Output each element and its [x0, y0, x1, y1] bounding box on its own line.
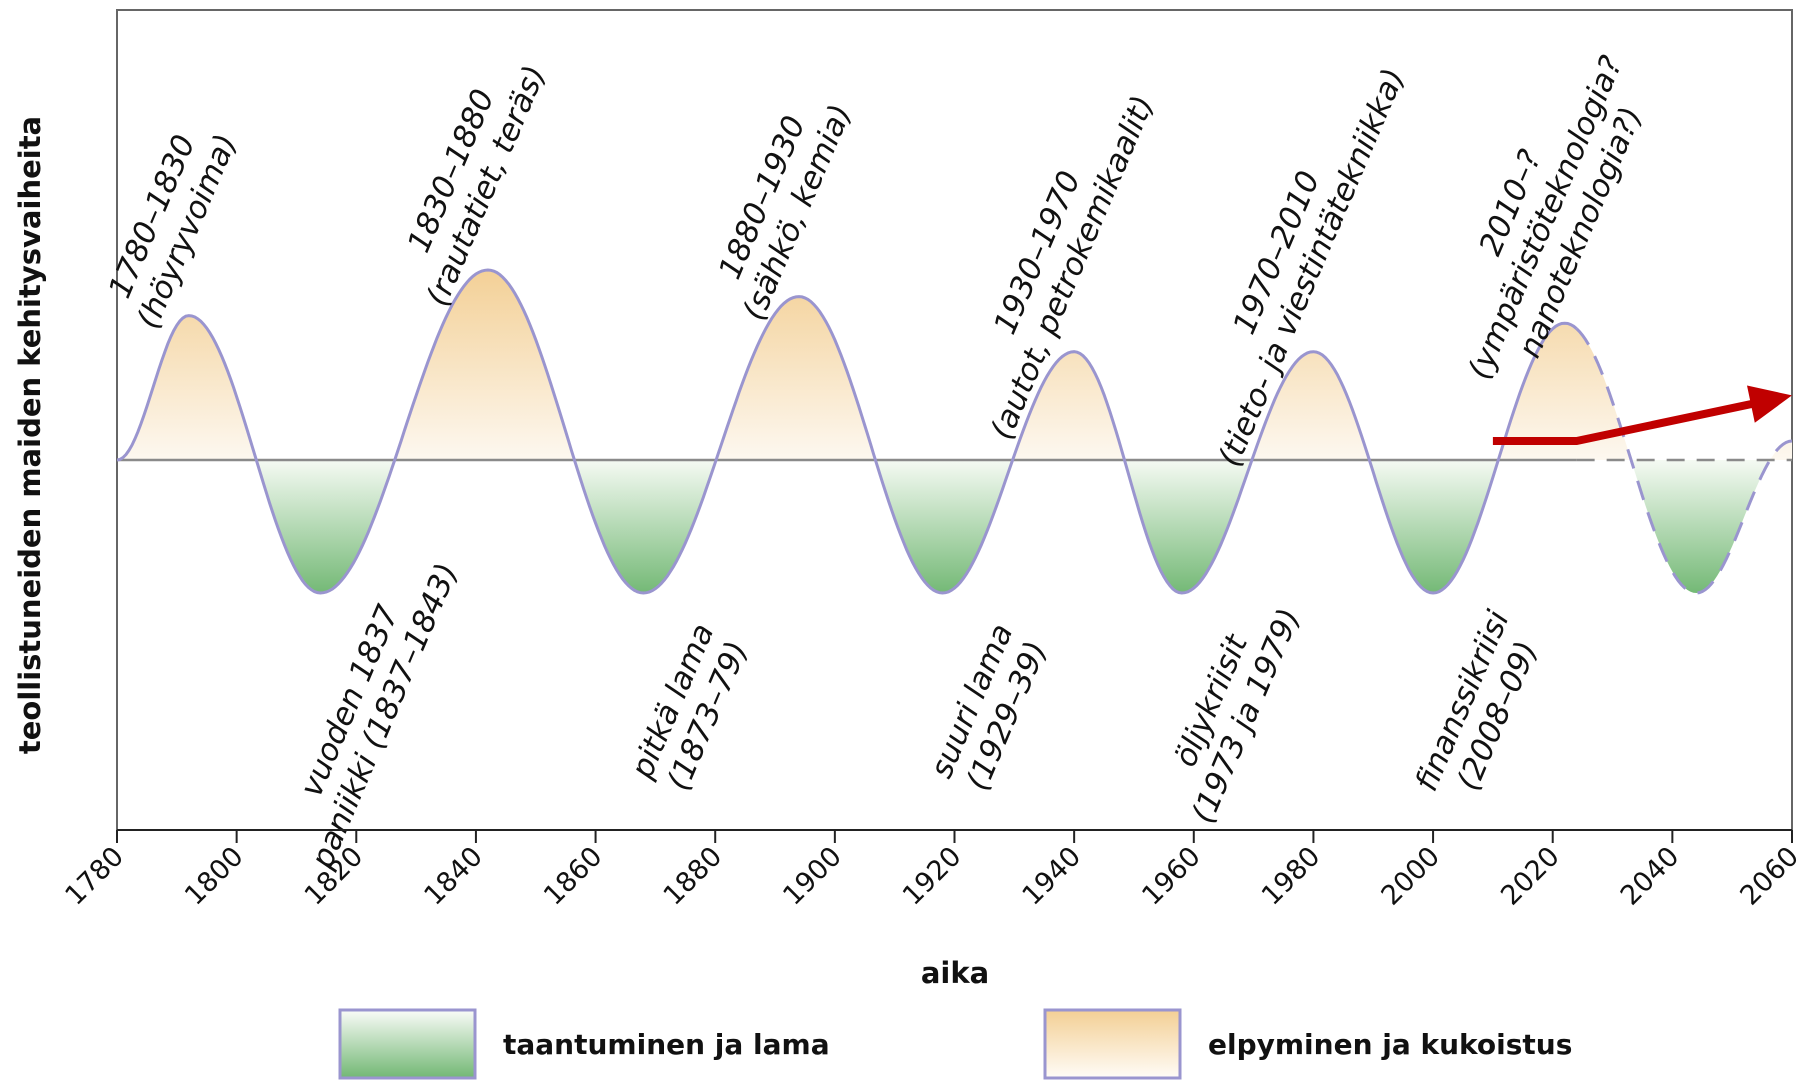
x-tick-label: 2000: [1376, 841, 1447, 912]
peak-labels: 1780–1830(höyryvoima) 1830–1880(rautatiet…: [102, 36, 1665, 472]
x-tick-label: 1980: [1256, 841, 1327, 912]
recession-area: [117, 460, 1792, 593]
peak-label: 1880–1930(sähkö, kemia): [701, 84, 859, 325]
peak-label: 2010–?(ympäristöteknologia?nanoteknologi…: [1426, 36, 1665, 399]
peak-label: 1830–1880(rautatiet, teräs): [384, 45, 553, 311]
x-tick-label: 2060: [1734, 841, 1801, 912]
trough-label: vuoden 1837paniikki (1837–1843): [269, 543, 465, 874]
legend: taantuminen ja lama elpyminen ja kukoist…: [338, 1008, 1572, 1080]
trough-label: öljykriisit(1973 ja 1979): [1150, 588, 1308, 828]
x-axis-title: aika: [921, 956, 989, 990]
cycle-curve-forecast: [1575, 327, 1792, 595]
legend-label-recovery: elpyminen ja kukoistus: [1208, 1028, 1572, 1061]
trough-label: suuri lama(1929–39): [923, 619, 1055, 798]
cycle-curve: [117, 268, 1578, 595]
trend-arrow-head: [1747, 385, 1792, 423]
x-tick-label: 1920: [897, 841, 968, 912]
legend-swatch-recovery: [1043, 1008, 1182, 1080]
x-tick-label: 1900: [777, 841, 848, 912]
recovery-area: [117, 270, 1792, 460]
x-tick-label: 2040: [1615, 841, 1686, 912]
x-tick-label: 1800: [179, 841, 250, 912]
x-tick-label: 1860: [538, 841, 609, 912]
x-tick-label: 1880: [658, 841, 729, 912]
x-tick-label: 1780: [59, 841, 130, 912]
legend-swatch-recession: [338, 1008, 477, 1080]
trough-label: pitkä lama(1873–79): [624, 618, 757, 799]
y-axis-title: teollistuneiden maiden kehitysvaiheita: [13, 116, 47, 754]
trough-labels: vuoden 1837paniikki (1837–1843) pitkä lam…: [269, 543, 1551, 874]
trough-label: finanssikriisi(2008–09): [1408, 605, 1551, 811]
x-tick-label: 2020: [1495, 841, 1566, 912]
trend-arrow: [1492, 399, 1756, 445]
legend-label-recession: taantuminen ja lama: [503, 1028, 830, 1061]
x-tick-label: 1840: [418, 841, 489, 912]
x-tick-label: 1940: [1017, 841, 1088, 912]
x-tick-label: 1960: [1136, 841, 1207, 912]
